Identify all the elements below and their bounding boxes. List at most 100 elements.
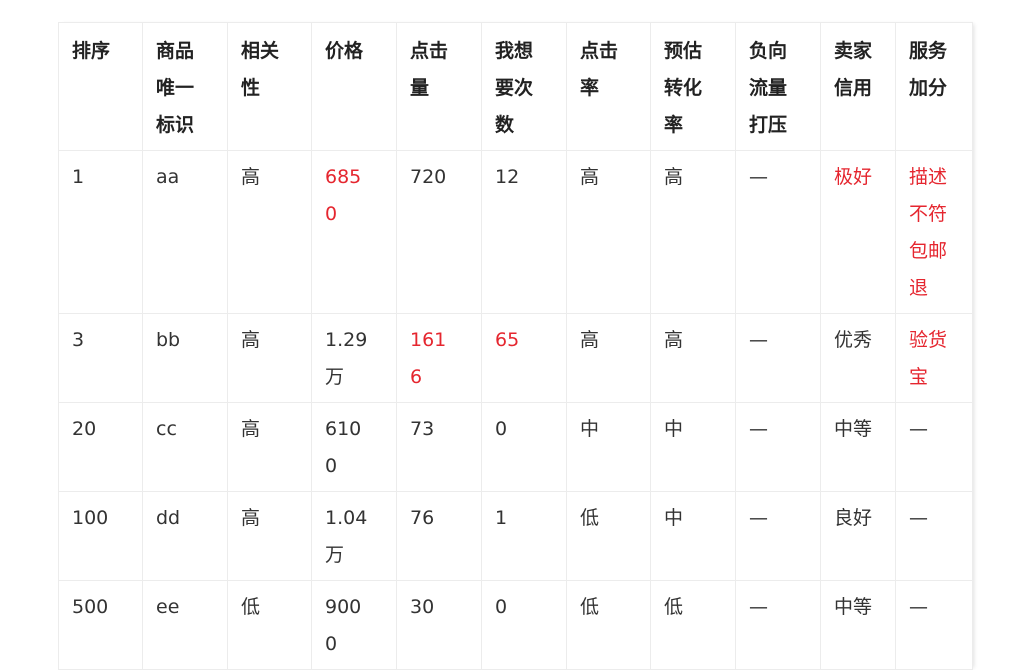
cell-value: 高 — [580, 329, 600, 351]
cell-value: 高 — [580, 166, 600, 188]
table-cell: ee — [142, 580, 228, 670]
cell-value: 高 — [664, 329, 684, 351]
cell-value: 低 — [664, 596, 684, 618]
table-cell: 12 — [481, 150, 567, 314]
column-header-label: 卖家信用 — [834, 40, 873, 99]
table-cell: 高 — [566, 150, 651, 314]
cell-value: — — [909, 507, 928, 529]
table-cell: 6850 — [311, 150, 397, 314]
table-cell: 500 — [58, 580, 143, 670]
column-header-label: 我想要次数 — [495, 40, 534, 136]
table-row: 3 bb 高 1.29万 1616 65 高 高 — 优秀 验货宝 — [58, 313, 973, 403]
table-cell: — — [735, 150, 821, 314]
table-cell: 低 — [566, 580, 651, 670]
table-cell: 0 — [481, 402, 567, 492]
cell-value: 73 — [410, 418, 435, 440]
table-cell: 低 — [650, 580, 736, 670]
cell-value: — — [909, 418, 928, 440]
cell-value: 6100 — [325, 418, 362, 477]
table-cell: 中 — [650, 491, 736, 581]
table-cell: 30 — [396, 580, 482, 670]
table-cell: 验货宝 — [895, 313, 973, 403]
table-cell: 低 — [227, 580, 312, 670]
table-row: 100 dd 高 1.04万 76 1 低 中 — 良好 — — [58, 491, 973, 581]
cell-value: bb — [156, 329, 181, 351]
cell-value: 1.04万 — [325, 507, 368, 566]
cell-value: 验货宝 — [909, 329, 948, 388]
cell-value: 中 — [580, 418, 600, 440]
table-cell: 20 — [58, 402, 143, 492]
cell-value: dd — [156, 507, 181, 529]
column-header: 点击量 — [396, 22, 482, 151]
cell-value: 0 — [495, 596, 508, 618]
table-cell: 极好 — [820, 150, 896, 314]
cell-value: 高 — [241, 166, 261, 188]
table-cell: 1 — [58, 150, 143, 314]
cell-value: — — [909, 596, 928, 618]
table-cell: 1 — [481, 491, 567, 581]
column-header-label: 服务加分 — [909, 40, 948, 99]
column-header: 预估转化率 — [650, 22, 736, 151]
cell-value: 0 — [495, 418, 508, 440]
table-cell: 中等 — [820, 402, 896, 492]
cell-value: 高 — [241, 329, 261, 351]
cell-value: 低 — [580, 596, 600, 618]
cell-value: 1 — [495, 507, 508, 529]
column-header-label: 商品唯一标识 — [156, 40, 195, 136]
cell-value: 高 — [241, 418, 261, 440]
cell-value: 30 — [410, 596, 435, 618]
table-cell: cc — [142, 402, 228, 492]
cell-value: 9000 — [325, 596, 362, 655]
column-header: 排序 — [58, 22, 143, 151]
cell-value: 低 — [241, 596, 261, 618]
table-cell: 65 — [481, 313, 567, 403]
table-cell: 720 — [396, 150, 482, 314]
column-header-label: 预估转化率 — [664, 40, 703, 136]
column-header: 负向流量打压 — [735, 22, 821, 151]
table-cell: 优秀 — [820, 313, 896, 403]
table-cell: 3 — [58, 313, 143, 403]
cell-value: — — [749, 418, 768, 440]
cell-value: 极好 — [834, 166, 873, 188]
table-cell: 低 — [566, 491, 651, 581]
cell-value: cc — [156, 418, 177, 440]
table-header-row: 排序 商品唯一标识 相关性 价格 点击量 我想要次数 点击率 预估转化率 负向流量打压 卖家信用服… — [58, 22, 973, 151]
table-cell: bb — [142, 313, 228, 403]
cell-value: 中 — [664, 507, 684, 529]
table-cell: 中等 — [820, 580, 896, 670]
ranking-table-container: 排序 商品唯一标识 相关性 价格 点击量 我想要次数 点击率 预估转化率 负向流量打压 卖家信用服… — [58, 22, 973, 670]
column-header: 我想要次数 — [481, 22, 567, 151]
cell-value: — — [749, 166, 768, 188]
cell-value: 低 — [580, 507, 600, 529]
table-cell: 描述不符包邮退 — [895, 150, 973, 314]
table-cell: aa — [142, 150, 228, 314]
table-cell: — — [735, 402, 821, 492]
table-row: 500 ee 低 9000 30 0 低 低 — 中等 — — [58, 580, 973, 670]
column-header: 服务加分 — [895, 22, 973, 151]
cell-value: 1 — [72, 166, 85, 188]
cell-value: 1.29万 — [325, 329, 368, 388]
column-header: 商品唯一标识 — [142, 22, 228, 151]
table-cell: 76 — [396, 491, 482, 581]
cell-value: 中等 — [834, 596, 873, 618]
table-cell: — — [895, 580, 973, 670]
table-cell: — — [735, 491, 821, 581]
table-cell: 高 — [227, 402, 312, 492]
table-cell: 高 — [566, 313, 651, 403]
cell-value: 100 — [72, 507, 109, 529]
cell-value: 高 — [664, 166, 684, 188]
cell-value: 1616 — [410, 329, 447, 388]
column-header-label: 排序 — [72, 40, 111, 62]
table-cell: 高 — [650, 150, 736, 314]
table-cell: 73 — [396, 402, 482, 492]
table-cell: — — [895, 402, 973, 492]
table-cell: 中 — [650, 402, 736, 492]
cell-value: 中等 — [834, 418, 873, 440]
cell-value: 76 — [410, 507, 435, 529]
column-header-label: 相关性 — [241, 40, 280, 99]
column-header: 卖家信用 — [820, 22, 896, 151]
cell-value: — — [749, 596, 768, 618]
cell-value: 500 — [72, 596, 109, 618]
cell-value: — — [749, 329, 768, 351]
cell-value: 6850 — [325, 166, 362, 225]
